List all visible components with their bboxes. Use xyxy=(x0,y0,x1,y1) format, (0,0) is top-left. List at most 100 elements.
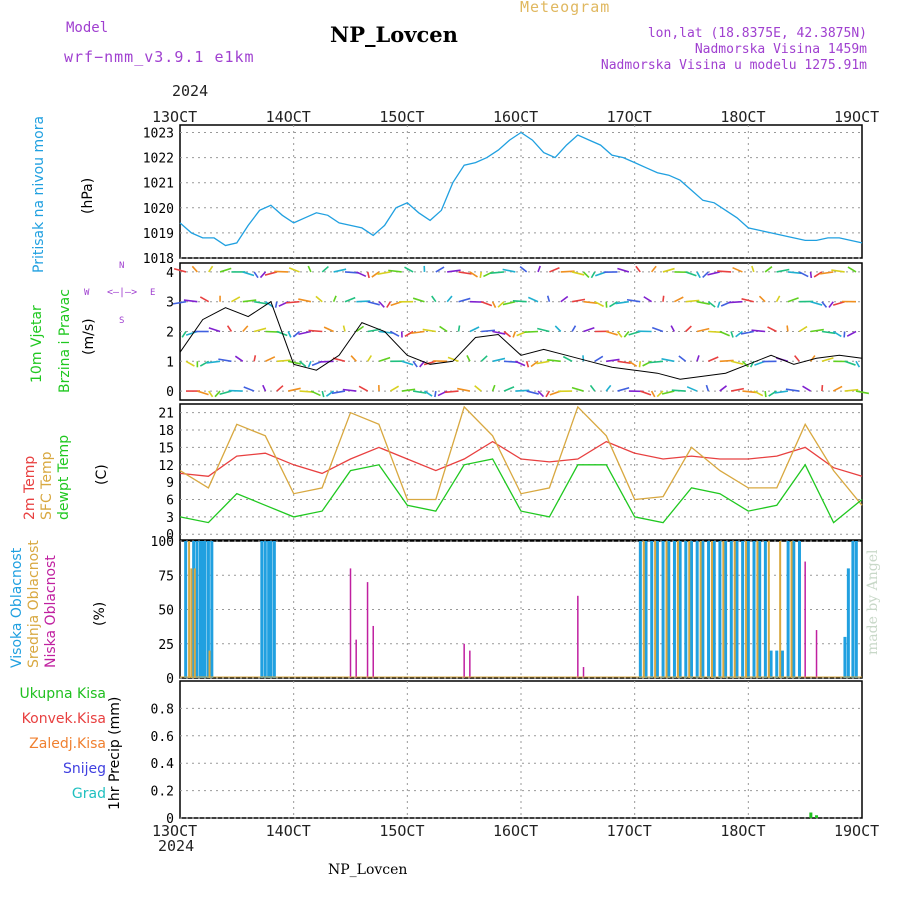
cloud-bar xyxy=(722,541,725,678)
credit-text: made by Angel xyxy=(865,549,881,656)
cloud-bar xyxy=(699,541,702,678)
wind-arrow xyxy=(512,299,527,303)
wind-arrow xyxy=(794,355,800,362)
cloud-bar xyxy=(208,650,211,678)
precip-bar xyxy=(815,815,819,818)
wind-arrow xyxy=(719,330,730,337)
wind-arrow xyxy=(497,301,505,308)
cloud-bar xyxy=(733,541,736,678)
wind-arrow xyxy=(254,300,268,305)
cloud-bar xyxy=(797,541,801,678)
cloud-bar xyxy=(263,541,267,678)
wind-arrow xyxy=(786,325,789,332)
cloud-bar xyxy=(366,582,369,678)
wind-arrow xyxy=(787,297,799,303)
wind-arrow xyxy=(702,271,709,278)
wind-arrow xyxy=(310,390,321,397)
compass-cross-icon: <—|—> xyxy=(107,287,138,298)
wind-arrow xyxy=(298,330,312,336)
wind-arrow xyxy=(583,326,595,333)
wind-arrow xyxy=(253,271,259,279)
wind-arrow xyxy=(661,358,675,363)
wind-arrow xyxy=(832,330,842,338)
wind-arrow xyxy=(503,330,512,338)
wind-arrow xyxy=(526,390,539,395)
wind-arrow xyxy=(288,360,301,365)
wind-arrow xyxy=(728,300,743,304)
cloud-bar xyxy=(642,541,645,678)
legend-zaledj-kisa: Zaledj.Kisa xyxy=(29,736,106,752)
cloud-bar xyxy=(661,541,665,678)
wind-arrow xyxy=(424,390,433,397)
wind-arrow xyxy=(758,295,766,303)
temp-ytick-label: 21 xyxy=(158,407,174,422)
wind-arrow xyxy=(287,331,292,338)
wind-arrow xyxy=(469,326,480,333)
wind-arrow xyxy=(401,360,414,366)
wind-arrow xyxy=(735,330,743,338)
wind-arrow xyxy=(606,358,620,363)
wind-ytick-label: 3 xyxy=(166,296,174,311)
precip-ytick-label: 0.8 xyxy=(151,702,174,717)
wind-arrow xyxy=(855,360,861,368)
cloud-ytick-label: 25 xyxy=(158,638,174,653)
legend-ukupna-kisa: Ukupna Kisa xyxy=(19,686,106,702)
cloud-bar xyxy=(582,667,585,678)
cloud-bar xyxy=(665,541,668,678)
wind-arrow xyxy=(590,271,596,279)
cloud-bar xyxy=(792,541,796,678)
wind-arrow xyxy=(447,269,461,273)
wind-arrow xyxy=(810,328,824,333)
wind-arrow xyxy=(661,390,675,395)
wind-arrow xyxy=(696,300,710,305)
wind-arrow xyxy=(798,271,809,278)
wind-arrow xyxy=(828,301,834,308)
temp-line-1 xyxy=(179,405,863,506)
wind-arrow xyxy=(243,386,255,392)
wind-arrow xyxy=(191,265,198,273)
wind-arrow xyxy=(208,265,214,273)
cloud-bar xyxy=(752,541,756,678)
model-elevation-info: Nadmorska Visina u modelu 1275.91m xyxy=(600,58,867,73)
wind-arrow xyxy=(685,299,700,303)
wind-arrow xyxy=(503,386,515,392)
wind-arrow xyxy=(519,266,528,273)
page-title: NP_Lovcen xyxy=(330,22,458,47)
wind-arrow xyxy=(708,356,719,363)
wind-arrow xyxy=(344,296,356,303)
cloud-bar xyxy=(775,650,779,678)
wind-arrow xyxy=(530,360,539,368)
wind-arrow xyxy=(686,386,698,392)
wind-arrow xyxy=(821,301,828,308)
wind-arrow xyxy=(582,271,590,279)
wind-arrow xyxy=(583,300,598,304)
wind-arrow xyxy=(390,330,400,337)
wind-arrow xyxy=(474,385,482,392)
top-time-tick: 13OCT xyxy=(152,108,198,126)
wind-arrow xyxy=(512,331,517,338)
wind-arrow xyxy=(274,301,278,308)
top-time-tick: 14OCT xyxy=(265,108,311,126)
wind-arrow xyxy=(594,355,604,362)
cloud-bar xyxy=(779,541,782,678)
wind-arrow xyxy=(404,266,414,273)
wind-arrow xyxy=(242,325,249,333)
wind-arrow xyxy=(231,296,241,303)
pressure-ytick-label: 1022 xyxy=(143,152,174,167)
cloud-bar xyxy=(763,541,767,678)
wind-arrow xyxy=(350,355,357,362)
pressure-ytick-label: 1018 xyxy=(143,252,174,267)
wind-arrow xyxy=(767,326,777,333)
cloud-bar xyxy=(735,541,739,678)
wind-arrow xyxy=(615,300,629,305)
cloud-bar xyxy=(690,541,693,678)
wind-arrow xyxy=(288,387,301,392)
wind-arrow xyxy=(809,271,813,279)
bottom-time-tick: 13OCT xyxy=(152,822,198,840)
wind-arrow xyxy=(549,267,560,273)
wind-arrow xyxy=(589,384,596,392)
wind-arrow xyxy=(527,296,539,303)
wind-arrow xyxy=(253,327,267,333)
wind-arrow xyxy=(673,296,684,303)
wind-arrow xyxy=(228,389,243,392)
